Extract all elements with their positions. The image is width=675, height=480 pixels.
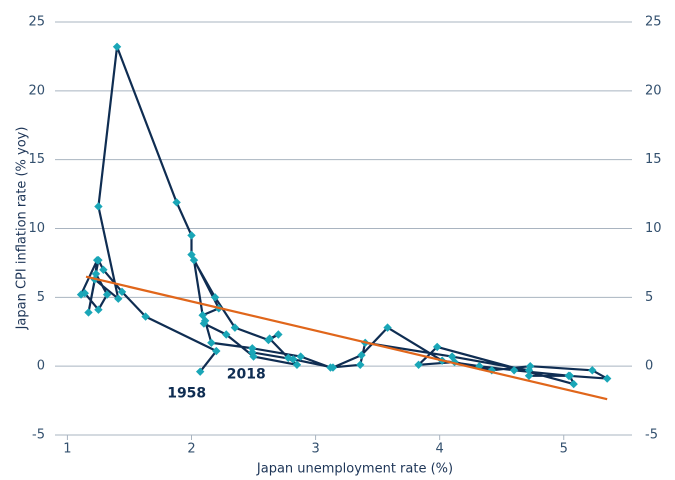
- y-tick-label: 25: [28, 15, 45, 30]
- point-marker: [76, 290, 86, 299]
- y2-tick-label: 10: [645, 221, 662, 236]
- series-line: [79, 45, 609, 386]
- annotation: 2018: [227, 366, 266, 382]
- y2-tick-label: 15: [645, 152, 662, 167]
- point-marker: [414, 360, 423, 369]
- annotation: 1958: [167, 386, 206, 402]
- point-marker: [102, 290, 112, 299]
- point-marker: [94, 202, 103, 211]
- point-marker: [187, 231, 196, 240]
- point-marker: [296, 352, 305, 361]
- point-marker: [212, 346, 221, 356]
- x-tick-label: 1: [63, 442, 71, 457]
- point-marker: [588, 366, 597, 375]
- point-marker: [383, 323, 392, 332]
- x-tick-label: 5: [560, 442, 568, 457]
- point-marker: [230, 323, 240, 332]
- point-marker: [357, 350, 366, 360]
- point-marker: [274, 330, 283, 339]
- point-marker: [92, 255, 102, 265]
- point-marker: [328, 363, 338, 372]
- y-axis-label: Japan CPI inflation rate (% yoy): [15, 127, 30, 331]
- point-marker: [222, 330, 231, 339]
- point-marker: [172, 198, 181, 207]
- series-line: [85, 275, 608, 401]
- x-tick-label: 2: [187, 442, 195, 457]
- point-marker: [602, 374, 612, 383]
- point-marker: [117, 287, 127, 297]
- y-tick-label: 15: [28, 152, 45, 167]
- point-marker: [207, 338, 216, 347]
- point-marker: [94, 305, 103, 314]
- point-marker: [289, 355, 298, 364]
- point-marker: [84, 308, 93, 317]
- point-marker: [524, 371, 534, 381]
- point-marker: [248, 348, 257, 357]
- point-marker: [524, 366, 534, 375]
- y-tick-label: 5: [37, 290, 45, 305]
- point-marker: [141, 312, 150, 321]
- y2-tick-label: 5: [645, 290, 653, 305]
- point-marker: [200, 316, 210, 325]
- y2-tick-label: -5: [645, 428, 658, 443]
- y2-tick-label: 25: [645, 15, 662, 30]
- point-marker: [509, 366, 519, 375]
- point-marker: [99, 265, 108, 274]
- point-marker: [526, 361, 535, 371]
- point-marker: [210, 293, 220, 302]
- point-marker: [432, 342, 442, 352]
- point-marker: [356, 360, 365, 369]
- y-tick-label: 10: [28, 221, 45, 236]
- point-marker: [195, 367, 205, 376]
- point-marker: [189, 255, 199, 265]
- point-marker: [112, 42, 122, 51]
- point-marker: [114, 294, 123, 303]
- point-marker: [292, 360, 302, 369]
- point-marker: [91, 269, 101, 279]
- x-axis-label: Japan unemployment rate (%): [256, 462, 453, 477]
- point-marker: [265, 334, 274, 343]
- y2-tick-label: 0: [645, 359, 653, 374]
- y2-tick-label: 20: [645, 83, 662, 98]
- x-tick-label: 3: [311, 442, 319, 457]
- y-tick-label: 20: [28, 83, 45, 98]
- point-marker: [569, 379, 578, 389]
- y-tick-label: -5: [32, 428, 45, 443]
- x-tick-label: 4: [436, 442, 444, 457]
- y-tick-label: 0: [37, 359, 45, 374]
- point-marker: [565, 371, 575, 381]
